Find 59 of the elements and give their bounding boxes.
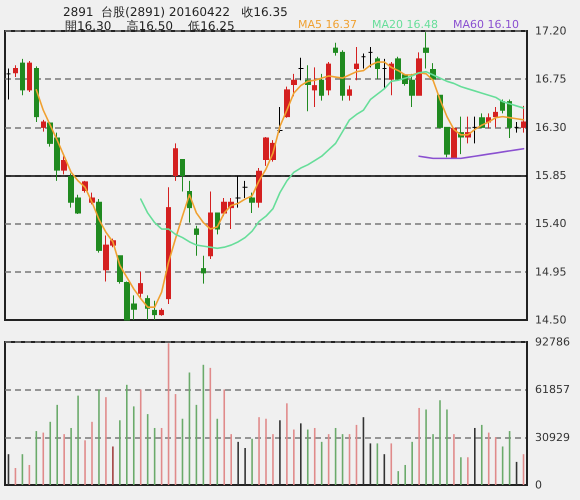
candlestick <box>298 57 304 81</box>
candlestick <box>6 68 11 100</box>
text: MA60 16.10 <box>453 18 519 31</box>
candlestick <box>138 271 143 300</box>
candlestick <box>312 66 317 108</box>
y-tick-label: 15.40 <box>535 217 566 230</box>
candlestick <box>340 50 345 102</box>
line-series <box>418 148 524 160</box>
candlestick <box>493 106 498 128</box>
candlestick <box>13 64 18 78</box>
text: MA20 16.48 <box>372 18 438 31</box>
candlestick <box>249 192 255 214</box>
candlestick <box>291 73 297 97</box>
chart-title: 2891 台股(2891) 20160422 收16.35 <box>63 5 288 19</box>
candlestick <box>361 52 366 69</box>
candlestick <box>242 180 248 198</box>
candlestick <box>152 300 157 320</box>
y-tick-label: 14.50 <box>535 314 566 326</box>
candlestick <box>277 106 283 134</box>
candlestick <box>41 119 46 132</box>
y-tick-label: 16.75 <box>535 72 566 86</box>
y-tick-label: 17.20 <box>535 24 566 38</box>
candlestick <box>333 42 338 56</box>
candlestick <box>20 58 25 96</box>
candlestick <box>180 158 185 192</box>
candlestick <box>166 186 171 304</box>
y-tick-label: 61857 <box>535 383 570 396</box>
candlestick <box>27 60 32 93</box>
candlestick <box>194 225 199 256</box>
candlestick <box>451 128 457 159</box>
candlestick <box>96 198 102 254</box>
y-tick-label: 30929 <box>535 430 570 444</box>
candlestick <box>347 85 352 102</box>
candlestick <box>319 73 324 102</box>
y-tick-label: 16.30 <box>535 120 566 134</box>
candlestick <box>159 308 164 316</box>
candlestick <box>368 46 373 68</box>
y-tick-label: 92786 <box>535 336 570 348</box>
candlestick <box>423 32 429 69</box>
candlestick <box>521 105 526 134</box>
text: MA5 16.37 <box>298 18 358 31</box>
candlestick <box>326 62 331 96</box>
candlestick <box>472 116 478 144</box>
candlestick <box>208 191 213 260</box>
candlestick <box>201 255 206 284</box>
candlestick <box>416 52 422 96</box>
line-series <box>36 61 524 308</box>
candlestick <box>389 62 394 96</box>
candlestick <box>500 99 505 114</box>
candlestick <box>61 156 67 175</box>
candlestick <box>514 121 519 134</box>
candlestick <box>173 142 178 182</box>
candlestick <box>34 66 39 122</box>
candlestick <box>382 58 387 90</box>
candlestick <box>354 46 359 81</box>
y-tick-label: 15.85 <box>535 169 566 182</box>
line-series <box>140 70 524 250</box>
y-tick-label: 14.95 <box>535 265 566 278</box>
y-tick-label: 0 <box>535 478 542 492</box>
